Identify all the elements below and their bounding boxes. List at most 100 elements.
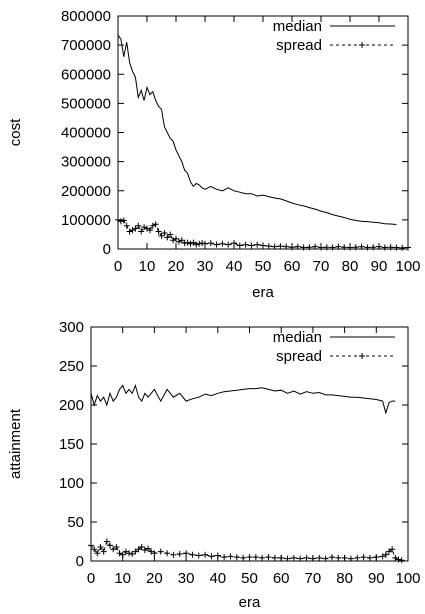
x-tick-label: 0 xyxy=(87,570,95,587)
data-point-spread xyxy=(148,548,155,555)
data-point-spread xyxy=(120,217,127,224)
data-point-spread xyxy=(116,550,123,557)
data-point-spread xyxy=(398,557,405,564)
data-point-spread xyxy=(284,555,291,562)
data-point-spread xyxy=(294,243,301,250)
data-point-spread xyxy=(103,538,110,545)
data-point-spread xyxy=(254,241,261,248)
data-point-spread xyxy=(236,242,243,249)
x-tick-label: 90 xyxy=(371,258,388,275)
data-point-spread xyxy=(115,216,121,223)
data-point-spread xyxy=(382,551,389,558)
data-point-spread xyxy=(94,550,101,557)
data-point-spread xyxy=(376,243,382,250)
data-point-spread xyxy=(271,243,278,250)
data-point-spread xyxy=(141,224,148,231)
data-point-spread xyxy=(181,240,188,247)
data-point-spread xyxy=(221,554,228,561)
data-point-spread xyxy=(364,244,371,251)
legend-label-spread: spread xyxy=(276,348,322,365)
x-tick-label: 70 xyxy=(313,258,330,275)
data-point-spread xyxy=(107,542,114,549)
y-tick-label: 100 xyxy=(59,475,84,492)
data-point-spread xyxy=(135,222,142,229)
x-tick-label: 30 xyxy=(178,570,195,587)
data-point-spread xyxy=(129,227,136,234)
series-line-median xyxy=(117,34,397,225)
x-tick-label: 20 xyxy=(146,570,163,587)
legend-marker-spread xyxy=(359,353,365,359)
data-point-spread xyxy=(170,551,177,558)
x-tick-label: 80 xyxy=(336,570,353,587)
x-tick-label: 30 xyxy=(197,258,214,275)
data-point-spread xyxy=(312,243,319,250)
y-axis-label: attainment xyxy=(7,408,24,479)
data-point-spread xyxy=(158,232,165,239)
data-point-spread xyxy=(318,244,324,251)
data-point-spread xyxy=(341,244,348,251)
data-point-spread xyxy=(277,243,284,250)
data-point-spread xyxy=(354,554,361,561)
data-point-spread xyxy=(379,553,386,560)
data-point-spread xyxy=(219,240,226,247)
legend-marker-spread xyxy=(359,42,365,48)
data-point-spread xyxy=(358,243,365,250)
data-point-spread xyxy=(395,556,402,563)
y-tick-label: 200000 xyxy=(61,183,111,200)
data-point-spread xyxy=(176,550,183,557)
data-point-spread xyxy=(373,554,380,561)
x-tick-label: 20 xyxy=(168,258,185,275)
x-tick-label: 100 xyxy=(395,570,420,587)
x-tick-label: 50 xyxy=(241,570,258,587)
data-point-spread xyxy=(265,554,272,561)
data-point-spread xyxy=(347,244,353,251)
data-point-spread xyxy=(290,554,297,561)
data-point-spread xyxy=(381,244,388,251)
data-point-spread xyxy=(113,543,120,550)
data-point-spread xyxy=(240,554,247,561)
data-point-spread xyxy=(135,546,142,553)
data-point-spread xyxy=(138,543,145,550)
data-point-spread xyxy=(246,554,253,561)
plot-frame xyxy=(117,15,409,250)
y-tick-label: 300000 xyxy=(61,154,111,171)
data-point-spread xyxy=(385,548,392,555)
data-point-spread xyxy=(173,235,179,242)
legend-label-median: median xyxy=(273,329,322,346)
data-point-spread xyxy=(193,241,200,248)
x-tick-label: 40 xyxy=(209,570,226,587)
data-point-spread xyxy=(213,241,220,248)
x-tick-label: 40 xyxy=(226,258,243,275)
y-tick-label: 500000 xyxy=(61,95,111,112)
data-point-spread xyxy=(164,550,171,557)
data-point-spread xyxy=(129,550,136,557)
data-point-spread xyxy=(271,554,278,561)
data-point-spread xyxy=(155,228,162,235)
data-point-spread xyxy=(110,546,117,553)
data-point-spread xyxy=(152,221,159,228)
data-point-spread xyxy=(316,554,323,561)
data-point-spread xyxy=(149,222,156,229)
data-point-spread xyxy=(366,554,373,561)
data-point-spread xyxy=(283,243,290,250)
x-tick-label: 60 xyxy=(273,570,290,587)
data-point-spread xyxy=(151,550,158,557)
data-point-spread xyxy=(184,239,191,246)
y-tick-label: 250 xyxy=(59,358,84,375)
data-point-spread xyxy=(117,218,124,225)
x-tick-label: 50 xyxy=(255,258,272,275)
data-point-spread xyxy=(242,241,249,248)
data-point-spread xyxy=(119,551,126,558)
y-tick-label: 0 xyxy=(103,241,111,258)
data-point-spread xyxy=(88,542,94,549)
data-point-spread xyxy=(323,244,330,251)
data-point-spread xyxy=(399,244,406,251)
x-tick-label: 90 xyxy=(368,570,385,587)
x-tick-label: 10 xyxy=(114,570,131,587)
x-tick-label: 80 xyxy=(342,258,359,275)
x-axis-label: era xyxy=(239,594,261,611)
data-point-spread xyxy=(145,545,152,552)
data-point-spread xyxy=(202,240,208,247)
y-tick-label: 50 xyxy=(67,514,84,531)
